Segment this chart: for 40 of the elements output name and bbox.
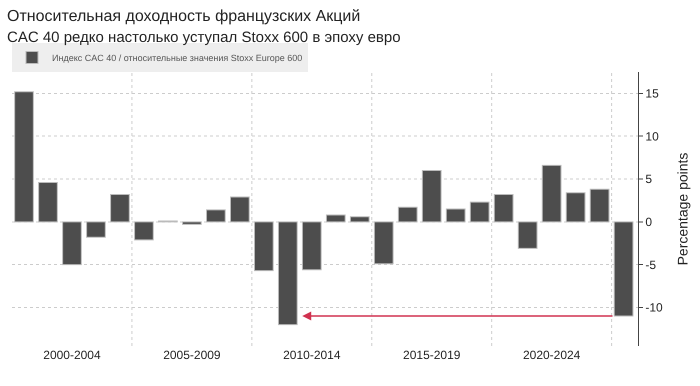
bar	[230, 196, 250, 222]
bar	[470, 202, 490, 222]
y-tick-label: 0	[645, 215, 652, 230]
x-tick-label: 2000-2004	[43, 348, 101, 362]
y-tick-label: -5	[645, 258, 656, 272]
bar	[422, 170, 442, 222]
chart-title: Относительная доходность французских Акций	[7, 8, 360, 26]
bar	[62, 221, 82, 266]
bar	[206, 209, 226, 222]
bar	[326, 214, 346, 222]
bar	[518, 221, 538, 249]
x-tick-label: 2010-2014	[283, 348, 341, 362]
bar	[446, 208, 466, 222]
y-tick-label: 5	[645, 172, 652, 186]
legend-label: Индекс CAC 40 / относительные значения Stoxx Europe 600	[52, 53, 302, 64]
chart-subtitle: CAC 40 редко настолько уступал Stoxx 600 в эпоху евро	[7, 29, 401, 46]
bar	[350, 216, 370, 222]
x-tick-label: 2015-2019	[403, 348, 461, 362]
bar	[38, 182, 58, 222]
x-tick-label: 2005-2009	[163, 348, 221, 362]
bar	[542, 164, 562, 222]
bar	[254, 221, 274, 272]
y-tick-label: -10	[645, 300, 664, 315]
bar	[374, 221, 394, 264]
y-tick-label: 15	[645, 86, 660, 101]
bar	[278, 221, 298, 326]
bar	[110, 194, 130, 222]
x-tick-label: 2020-2024	[522, 348, 581, 362]
y-axis-title: Percentage points	[674, 152, 690, 266]
bar	[14, 91, 34, 222]
bar	[614, 221, 634, 317]
bar	[590, 188, 610, 222]
bar	[182, 221, 202, 225]
bar	[494, 194, 514, 222]
bar	[398, 206, 418, 222]
bar	[134, 221, 154, 240]
bar	[86, 221, 106, 238]
bar	[566, 192, 586, 222]
y-tick-label: 10	[645, 129, 660, 144]
bar	[302, 221, 322, 270]
